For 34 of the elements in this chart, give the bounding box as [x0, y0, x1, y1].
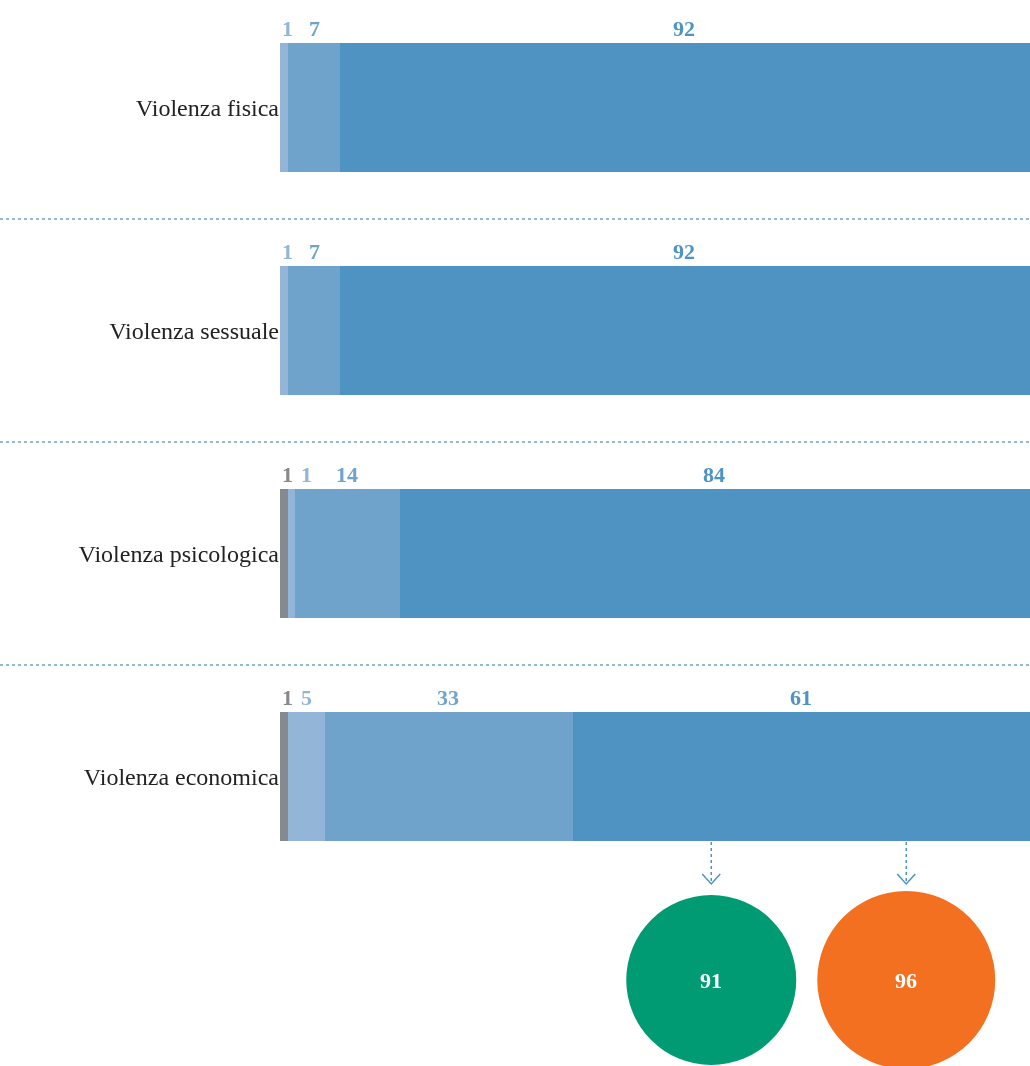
data-label: 1 [282, 16, 293, 41]
data-label: 84 [703, 462, 725, 487]
bar [280, 712, 288, 841]
bar [340, 266, 1030, 395]
bar [400, 489, 1030, 618]
data-label: 92 [673, 239, 695, 264]
y-tick-label: Violenza psicologica [78, 540, 280, 567]
data-label: 92 [673, 16, 695, 41]
bar [287, 43, 340, 172]
data-label: 61 [790, 685, 812, 710]
annotation: 91 [700, 968, 722, 993]
data-label: 1 [282, 239, 293, 264]
data-label: 1 [282, 685, 293, 710]
data-label: 7 [309, 16, 320, 41]
y-tick-label: Violenza sessuale [109, 317, 279, 344]
y-tick-label: Violenza economica [83, 763, 280, 790]
bar [572, 712, 1030, 841]
data-label: 1 [301, 462, 312, 487]
data-label: 14 [336, 462, 358, 487]
bar [287, 712, 325, 841]
bar [280, 43, 288, 172]
bar [295, 489, 400, 618]
data-label: 1 [282, 462, 293, 487]
annotation: 96 [895, 968, 917, 993]
bar [287, 266, 340, 395]
bar [340, 43, 1030, 172]
data-label: 33 [437, 685, 459, 710]
y-tick-label: Violenza fisica [135, 94, 280, 121]
bar [280, 266, 288, 395]
bar [287, 489, 295, 618]
bar [280, 489, 288, 618]
data-label: 7 [309, 239, 320, 264]
data-label: 5 [301, 685, 312, 710]
bar [325, 712, 573, 841]
